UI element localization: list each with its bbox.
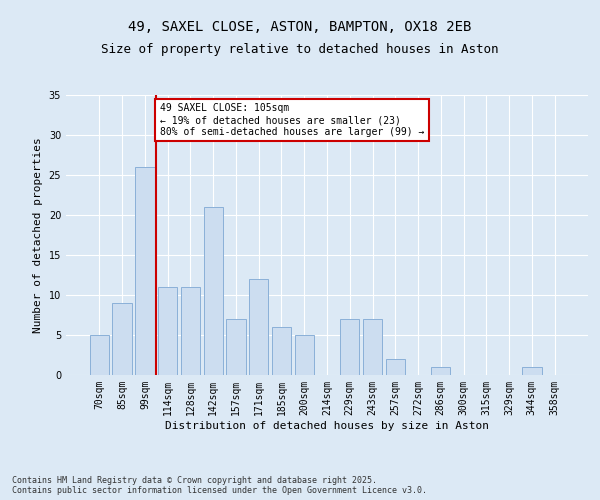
Bar [340, 319, 359, 375]
Bar [226, 319, 245, 375]
Bar [272, 327, 291, 375]
Bar [181, 287, 200, 375]
Text: Contains HM Land Registry data © Crown copyright and database right 2025.
Contai: Contains HM Land Registry data © Crown c… [12, 476, 427, 495]
Bar [431, 367, 451, 375]
X-axis label: Distribution of detached houses by size in Aston: Distribution of detached houses by size … [165, 420, 489, 430]
Bar [112, 303, 132, 375]
Bar [295, 335, 314, 375]
Bar [135, 167, 155, 375]
Bar [203, 207, 223, 375]
Text: Size of property relative to detached houses in Aston: Size of property relative to detached ho… [101, 42, 499, 56]
Bar [90, 335, 109, 375]
Bar [158, 287, 178, 375]
Bar [363, 319, 382, 375]
Text: 49 SAXEL CLOSE: 105sqm
← 19% of detached houses are smaller (23)
80% of semi-det: 49 SAXEL CLOSE: 105sqm ← 19% of detached… [160, 104, 424, 136]
Bar [522, 367, 542, 375]
Bar [386, 359, 405, 375]
Bar [249, 279, 268, 375]
Text: 49, SAXEL CLOSE, ASTON, BAMPTON, OX18 2EB: 49, SAXEL CLOSE, ASTON, BAMPTON, OX18 2E… [128, 20, 472, 34]
Y-axis label: Number of detached properties: Number of detached properties [33, 137, 43, 333]
